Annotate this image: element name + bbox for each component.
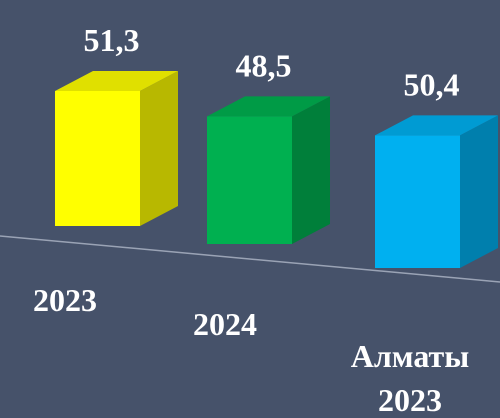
value-label: 51,3 — [84, 22, 140, 58]
bar-top — [375, 115, 498, 136]
bar-front — [55, 91, 140, 226]
bar-top — [55, 71, 178, 91]
bar — [375, 115, 498, 268]
bar-side — [460, 115, 498, 268]
bar-front — [207, 116, 292, 244]
value-label: 48,5 — [236, 47, 292, 83]
bar-top — [207, 96, 330, 117]
bar-side — [140, 71, 178, 226]
bar-side — [292, 96, 330, 244]
category-label: Алматы 2023 — [350, 338, 470, 418]
bar — [55, 71, 178, 226]
category-label: 2024 — [193, 306, 257, 342]
category-label: 2023 — [33, 282, 97, 318]
bar — [207, 96, 330, 244]
floor-line — [0, 235, 500, 283]
bar-front — [375, 135, 460, 268]
value-label: 50,4 — [404, 66, 460, 102]
